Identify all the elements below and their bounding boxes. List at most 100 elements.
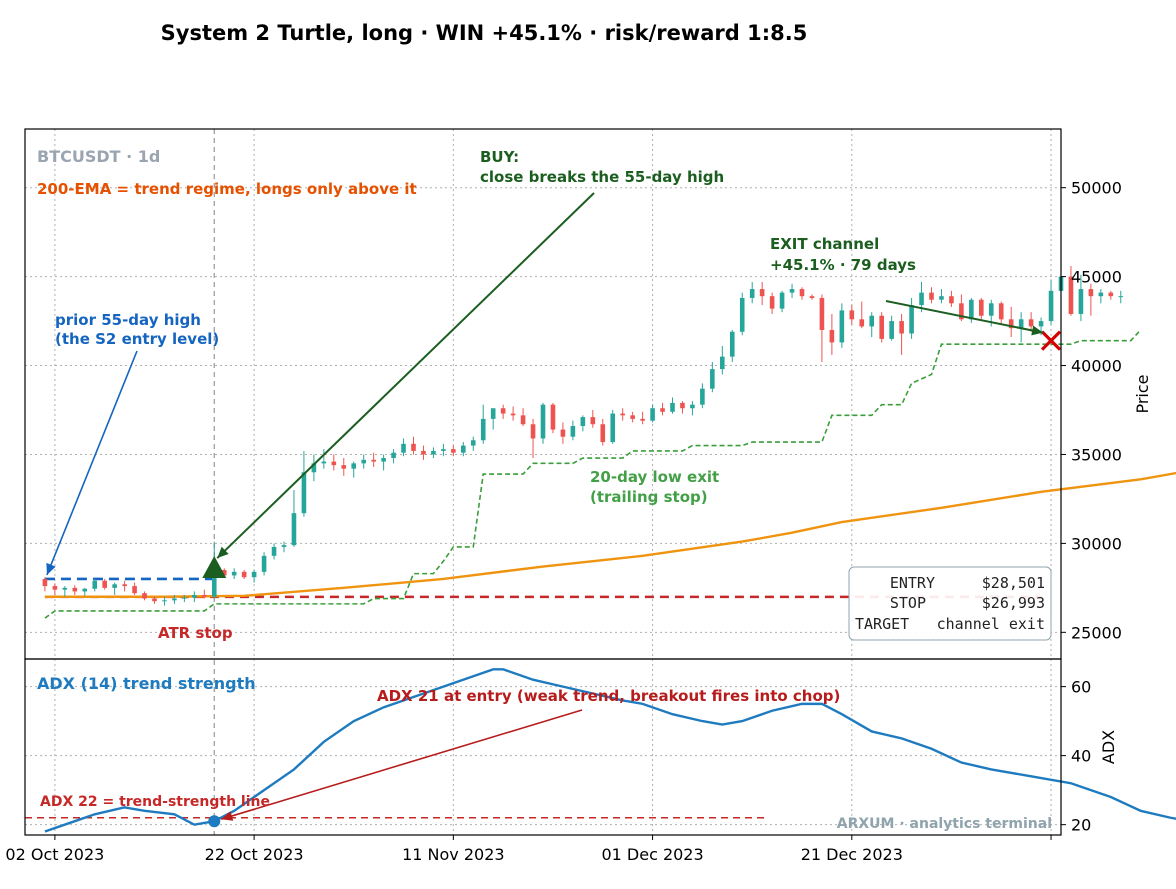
candle-body [819, 297, 825, 330]
candle [490, 408, 496, 430]
candle-body [869, 315, 875, 327]
candle [241, 570, 247, 579]
candle [809, 294, 815, 300]
candle-body [720, 356, 725, 370]
candle [520, 408, 526, 427]
adx-entry-arrow [221, 709, 583, 821]
buy-marker [202, 556, 227, 579]
candle-body [261, 555, 267, 572]
candle [192, 591, 197, 603]
candle [52, 583, 58, 595]
prior-high-arrow-shaft [46, 350, 138, 576]
candle-body [929, 292, 934, 300]
candle-body [729, 331, 735, 357]
candle [769, 292, 775, 314]
candle [321, 449, 327, 469]
prior-high-note-line2: (the S2 entry level) [55, 330, 219, 348]
candle-body [889, 321, 894, 339]
candle-body [152, 598, 157, 602]
adx-panel: 20 40 60 ADX ADX (14) trend strength ADX 2… [24, 658, 1176, 836]
candle-body [959, 303, 964, 320]
x-tick-label: 21 Dec 2023 [801, 845, 903, 864]
candle-body [530, 424, 536, 439]
candle-body [351, 463, 357, 469]
candle [381, 454, 386, 471]
atr-stop-label: ATR stop [158, 624, 233, 642]
prior-high-arrow-head [46, 562, 56, 575]
candle-body [251, 571, 257, 578]
candle [122, 580, 127, 592]
candle-body [899, 321, 904, 334]
candle-body [879, 315, 884, 339]
candle-body [1008, 319, 1014, 329]
candle [1078, 274, 1084, 322]
price-y-tick-label: 45000 [1071, 268, 1122, 287]
prior-high-note-line1: prior 55-day high [55, 311, 201, 329]
candle-body [789, 289, 795, 293]
exit-note-line1: EXIT channel [770, 235, 879, 253]
candle [680, 401, 685, 414]
candle [421, 445, 426, 460]
candle-body [640, 418, 645, 421]
candle-body [1118, 296, 1124, 298]
price-y-tick-label: 35000 [1071, 445, 1122, 464]
candle [251, 570, 257, 583]
symbol-label: BTCUSDT · 1d [37, 147, 160, 166]
candle [391, 449, 396, 464]
candle-body [1018, 319, 1024, 329]
adx-line [44, 668, 1176, 833]
candle-body [112, 584, 117, 588]
candle-body [859, 319, 865, 327]
candle-body [381, 458, 386, 462]
prior-high-arrow [46, 350, 138, 576]
candle-body [331, 461, 337, 466]
candle [939, 289, 944, 304]
candle-body [739, 297, 745, 332]
exit-marker-stroke-b [1040, 330, 1062, 351]
candle-body [670, 402, 675, 412]
info-box: ENTRY $28,501 STOP $26,993 TARGET channe… [848, 566, 1052, 641]
candle-body [1098, 292, 1104, 297]
candle-body [849, 310, 855, 320]
candle-body [919, 292, 924, 306]
candle [849, 305, 855, 325]
candle-body [391, 452, 396, 459]
candle [72, 585, 78, 595]
candle [929, 287, 934, 304]
adx-y-tick-label: 20 [1071, 816, 1091, 835]
candle [172, 594, 177, 604]
candle [540, 402, 546, 444]
candle [1048, 280, 1054, 325]
candle-body [630, 415, 635, 419]
candle [630, 411, 635, 423]
candle-body [82, 588, 88, 592]
candle-body [411, 443, 416, 451]
candle [182, 594, 187, 603]
target-value: channel exit [937, 615, 1045, 633]
candle-body [221, 570, 227, 576]
candle-body [779, 292, 785, 309]
adx-entry-arrow-shaft [221, 709, 583, 820]
adx-panel-frame [24, 658, 1062, 836]
candle-body [769, 296, 775, 309]
candle-body [949, 296, 954, 304]
candle-body [660, 408, 665, 412]
candle-body [461, 445, 466, 453]
x-tick-label: 02 Oct 2023 [5, 845, 104, 864]
candle-body [371, 459, 376, 462]
candle-body [610, 413, 616, 443]
candle [660, 402, 665, 416]
entry-label: ENTRY [890, 574, 935, 592]
candle [720, 345, 725, 375]
x-tick-label: 22 Oct 2023 [205, 845, 304, 864]
candle [142, 591, 147, 601]
watermark: ARXUM · analytics terminal [837, 816, 1052, 832]
candle [570, 420, 576, 441]
candle [650, 404, 655, 423]
candle [331, 454, 337, 471]
candle [949, 290, 954, 307]
exit-arrow-shaft [885, 300, 1044, 334]
candle-body [1038, 321, 1044, 327]
candle [1118, 290, 1124, 304]
candle-body [291, 513, 297, 546]
